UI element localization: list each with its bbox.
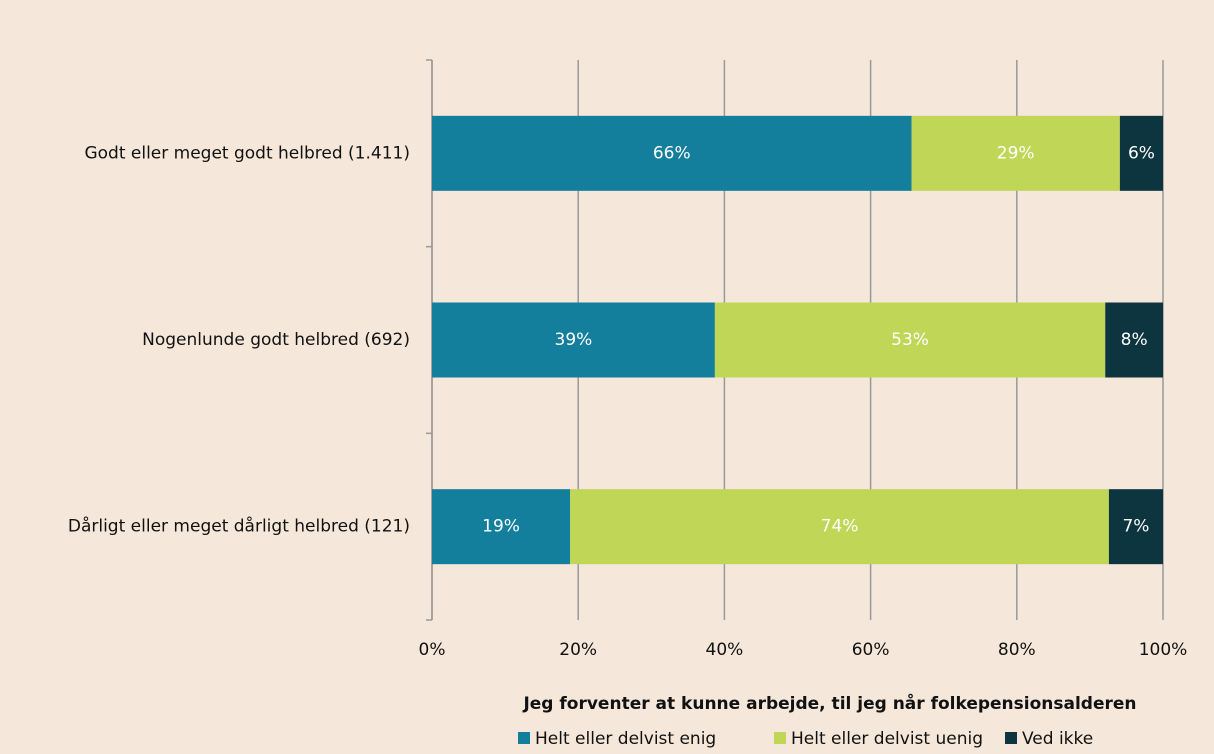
x-tick-label: 20% [559, 640, 597, 660]
bar-segment [432, 302, 715, 378]
data-label: 53% [891, 330, 929, 350]
legend-label: Ved ikke [1022, 729, 1093, 749]
data-label: 7% [1122, 517, 1149, 537]
x-tick-label: 40% [706, 640, 744, 660]
x-axis-label: Jeg forventer at kunne arbejde, til jeg … [522, 692, 1136, 714]
bar-segment [1119, 115, 1163, 191]
legend-label: Helt eller delvist uenig [791, 729, 983, 749]
legend-swatch [774, 732, 786, 744]
x-tick-label: 60% [852, 640, 890, 660]
bar-segment [1105, 302, 1163, 378]
data-label: 74% [821, 517, 859, 537]
y-tick-label: Godt eller meget godt helbred (1.411) [84, 143, 410, 163]
x-tick-label: 0% [419, 640, 446, 660]
data-label: 66% [653, 143, 691, 163]
x-tick-label: 80% [998, 640, 1036, 660]
y-tick-label: Nogenlunde godt helbred (692) [142, 330, 410, 350]
legend-swatch [518, 732, 530, 744]
data-label: 19% [482, 517, 520, 537]
x-tick-label: 100% [1139, 640, 1188, 660]
bar-segment [1108, 489, 1163, 565]
y-tick-label: Dårligt eller meget dårligt helbred (121… [68, 516, 410, 537]
data-label: 29% [997, 143, 1035, 163]
bar-segment [570, 489, 1109, 565]
bar-segment [714, 302, 1106, 378]
bar-segment [911, 115, 1120, 191]
data-label: 8% [1121, 330, 1148, 350]
legend-label: Helt eller delvist enig [535, 729, 716, 749]
bar-segment [432, 115, 912, 191]
data-label: 6% [1128, 143, 1155, 163]
legend-swatch [1005, 732, 1017, 744]
data-label: 39% [555, 330, 593, 350]
bar-segment [432, 489, 571, 565]
